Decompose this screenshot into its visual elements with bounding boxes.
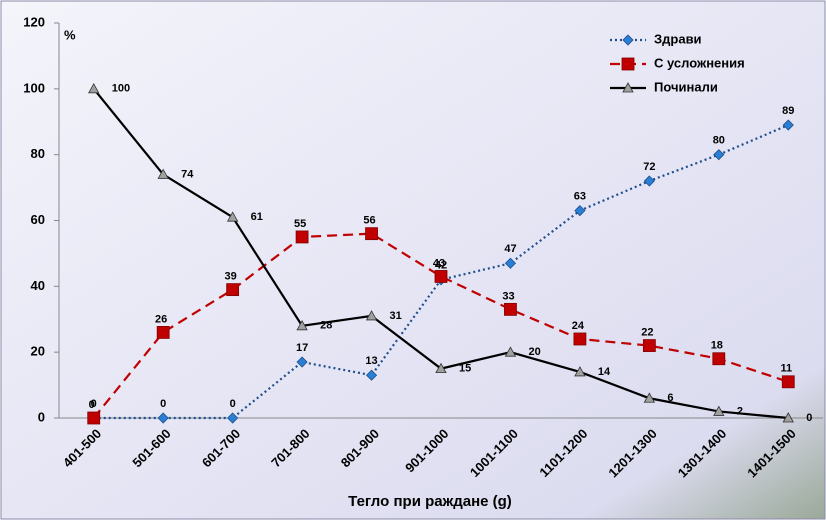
value-label: 24 (572, 320, 585, 332)
marker (435, 362, 447, 374)
value-label: 61 (251, 211, 263, 223)
value-label: 0 (230, 398, 236, 410)
marker (782, 412, 794, 423)
value-label: 0 (160, 398, 166, 410)
value-label: 15 (459, 363, 471, 375)
value-label: 72 (643, 161, 655, 173)
y-tick-label: 0 (38, 409, 45, 424)
marker (782, 119, 794, 131)
legend-item: Здрави (610, 31, 702, 46)
marker (87, 411, 101, 425)
value-label: 100 (112, 83, 130, 95)
marker (504, 346, 517, 357)
y-tick-label: 20 (31, 344, 45, 359)
legend-marker (622, 82, 634, 93)
marker (642, 339, 656, 352)
marker (296, 356, 308, 368)
value-label: 11 (780, 363, 792, 375)
value-label: 18 (711, 340, 723, 352)
marker (227, 412, 239, 424)
value-label: 74 (181, 168, 194, 180)
value-label: 0 (89, 399, 95, 411)
marker (365, 227, 378, 241)
marker (574, 205, 586, 217)
x-axis-title: Тегло при раждане (g) (348, 493, 512, 510)
marker (434, 270, 448, 283)
marker (157, 412, 169, 424)
value-label: 17 (296, 342, 308, 354)
value-label: 22 (641, 326, 653, 338)
legend-marker (622, 34, 634, 46)
legend-label: Здрави (654, 31, 702, 46)
marker (295, 230, 309, 244)
marker (157, 168, 169, 179)
value-label: 42 (435, 260, 447, 272)
marker (365, 310, 378, 321)
value-label: 47 (504, 243, 516, 255)
marker (504, 257, 517, 269)
value-label: 0 (91, 398, 97, 410)
value-label: 20 (528, 346, 540, 358)
y-tick-label: 100 (23, 80, 45, 95)
marker (573, 332, 587, 346)
legend-label: С усложнения (654, 55, 745, 70)
marker (88, 83, 100, 94)
marker (713, 405, 725, 416)
value-label: 55 (294, 218, 306, 230)
value-label: 0 (806, 412, 812, 424)
marker (643, 175, 655, 187)
value-label: 14 (598, 366, 611, 378)
value-label: 39 (225, 271, 237, 283)
y-tick-label: 80 (31, 146, 45, 161)
marker (296, 320, 308, 331)
value-label: 56 (363, 215, 375, 227)
y-tick-label: 40 (31, 278, 45, 293)
value-label: 26 (155, 313, 167, 325)
marker (365, 369, 378, 381)
marker (712, 352, 726, 366)
value-label: 13 (365, 355, 377, 367)
series-line (92, 232, 789, 419)
legend-item: С усложнения (610, 55, 745, 70)
marker (574, 366, 586, 377)
legend-label: Починали (654, 79, 718, 94)
legend-marker (621, 57, 635, 71)
marker (713, 149, 725, 161)
y-tick-label: 120 (23, 14, 45, 29)
y-unit-label: % (64, 27, 76, 42)
value-label: 43 (433, 257, 445, 269)
value-label: 2 (737, 405, 743, 417)
y-tick-label: 60 (31, 212, 45, 227)
value-label: 63 (574, 191, 586, 203)
value-label: 28 (320, 320, 332, 332)
marker (226, 283, 240, 297)
value-label: 89 (782, 105, 794, 117)
marker (504, 302, 517, 316)
legend-item: Починали (610, 79, 718, 94)
value-label: 80 (713, 135, 725, 147)
marker (156, 326, 170, 339)
marker (643, 392, 656, 403)
marker (781, 375, 795, 389)
value-label: 31 (390, 310, 402, 322)
value-label: 6 (667, 392, 673, 404)
value-label: 33 (502, 290, 514, 302)
marker (226, 211, 239, 222)
